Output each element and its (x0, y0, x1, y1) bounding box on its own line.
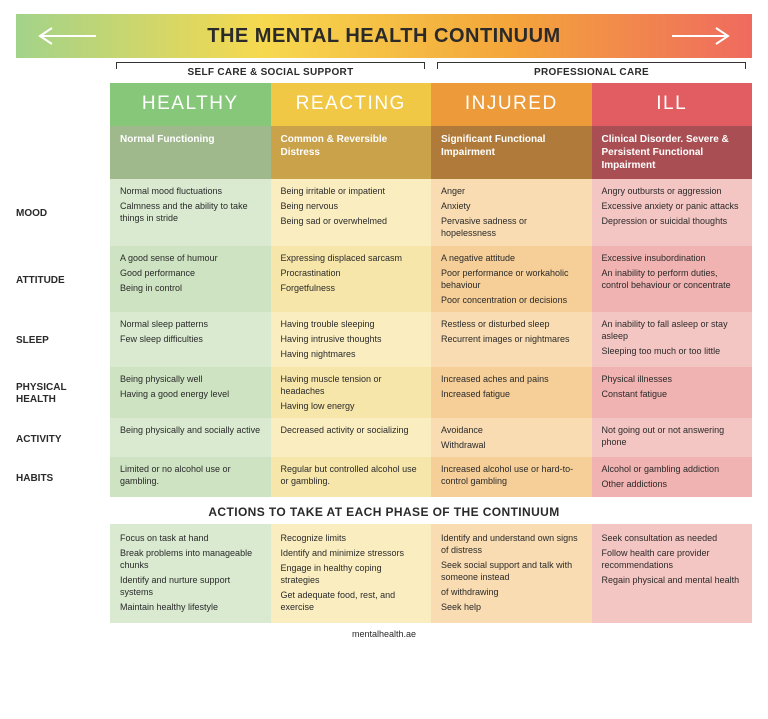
column-subheader-ill: Clinical Disorder. Severe & Persistent F… (592, 126, 753, 179)
care-bar: SELF CARE & SOCIAL SUPPORTPROFESSIONAL C… (110, 64, 752, 80)
title-bar: THE MENTAL HEALTH CONTINUUM (16, 14, 752, 58)
row-label-habits: HABITS (16, 457, 110, 496)
continuum-grid: HEALTHYREACTINGINJUREDILL Normal Function… (16, 83, 752, 497)
column-subheader-injured: Significant Functional Impairment (431, 126, 592, 179)
column-header-injured: INJURED (431, 83, 592, 126)
cell-activity-reacting: Decreased activity or socializing (271, 418, 432, 457)
cell-habits-ill: Alcohol or gambling addictionOther addic… (592, 457, 753, 496)
self-care-label: SELF CARE & SOCIAL SUPPORT (110, 64, 431, 80)
cell-mood-healthy: Normal mood fluctuationsCalmness and the… (110, 179, 271, 246)
page-title: THE MENTAL HEALTH CONTINUUM (207, 25, 560, 48)
cell-mood-reacting: Being irritable or impatientBeing nervou… (271, 179, 432, 246)
cell-activity-ill: Not going out or not answering phone (592, 418, 753, 457)
cell-attitude-reacting: Expressing displaced sarcasmProcrastinat… (271, 246, 432, 313)
cell-sleep-healthy: Normal sleep patternsFew sleep difficult… (110, 312, 271, 366)
row-label-activity: ACTIVITY (16, 418, 110, 457)
cell-mood-injured: AngerAnxietyPervasive sadness or hopeles… (431, 179, 592, 246)
column-header-reacting: REACTING (271, 83, 432, 126)
cell-sleep-reacting: Having trouble sleepingHaving intrusive … (271, 312, 432, 366)
column-subheader-healthy: Normal Functioning (110, 126, 271, 179)
cell-mood-ill: Angry outbursts or aggressionExcessive a… (592, 179, 753, 246)
cell-attitude-healthy: A good sense of humourGood performanceBe… (110, 246, 271, 313)
column-header-healthy: HEALTHY (110, 83, 271, 126)
row-label-attitude: ATTITUDE (16, 246, 110, 313)
row-label-sleep: SLEEP (16, 312, 110, 366)
subheader-spacer (16, 126, 110, 179)
footer-credit: mentalhealth.ae (16, 623, 752, 639)
row-label-mood: MOOD (16, 179, 110, 246)
cell-habits-injured: Increased alcohol use or hard-to-control… (431, 457, 592, 496)
header-spacer (16, 83, 110, 126)
cell-physical-health-ill: Physical illnessesConstant fatigue (592, 367, 753, 418)
cell-sleep-injured: Restless or disturbed sleepRecurrent ima… (431, 312, 592, 366)
cell-activity-injured: AvoidanceWithdrawal (431, 418, 592, 457)
column-header-ill: ILL (592, 83, 753, 126)
row-label-physical-health: PHYSICAL HEALTH (16, 367, 110, 418)
action-cell-ill: Seek consultation as neededFollow health… (592, 524, 753, 624)
cell-physical-health-healthy: Being physically wellHaving a good energ… (110, 367, 271, 418)
action-cell-reacting: Recognize limitsIdentify and minimize st… (271, 524, 432, 624)
cell-habits-healthy: Limited or no alcohol use or gambling. (110, 457, 271, 496)
action-cell-injured: Identify and understand own signs of dis… (431, 524, 592, 624)
actions-title: ACTIONS TO TAKE AT EACH PHASE OF THE CON… (16, 497, 752, 524)
cell-physical-health-injured: Increased aches and painsIncreased fatig… (431, 367, 592, 418)
cell-sleep-ill: An inability to fall asleep or stay asle… (592, 312, 753, 366)
cell-attitude-injured: A negative attitudePoor performance or w… (431, 246, 592, 313)
actions-grid: Focus on task at handBreak problems into… (110, 524, 752, 624)
arrow-left-icon (34, 26, 96, 46)
action-cell-healthy: Focus on task at handBreak problems into… (110, 524, 271, 624)
cell-physical-health-reacting: Having muscle tension or headachesHaving… (271, 367, 432, 418)
professional-care-label: PROFESSIONAL CARE (431, 64, 752, 80)
cell-activity-healthy: Being physically and socially active (110, 418, 271, 457)
cell-attitude-ill: Excessive insubordinationAn inability to… (592, 246, 753, 313)
cell-habits-reacting: Regular but controlled alcohol use or ga… (271, 457, 432, 496)
arrow-right-icon (672, 26, 734, 46)
column-subheader-reacting: Common & Reversible Distress (271, 126, 432, 179)
